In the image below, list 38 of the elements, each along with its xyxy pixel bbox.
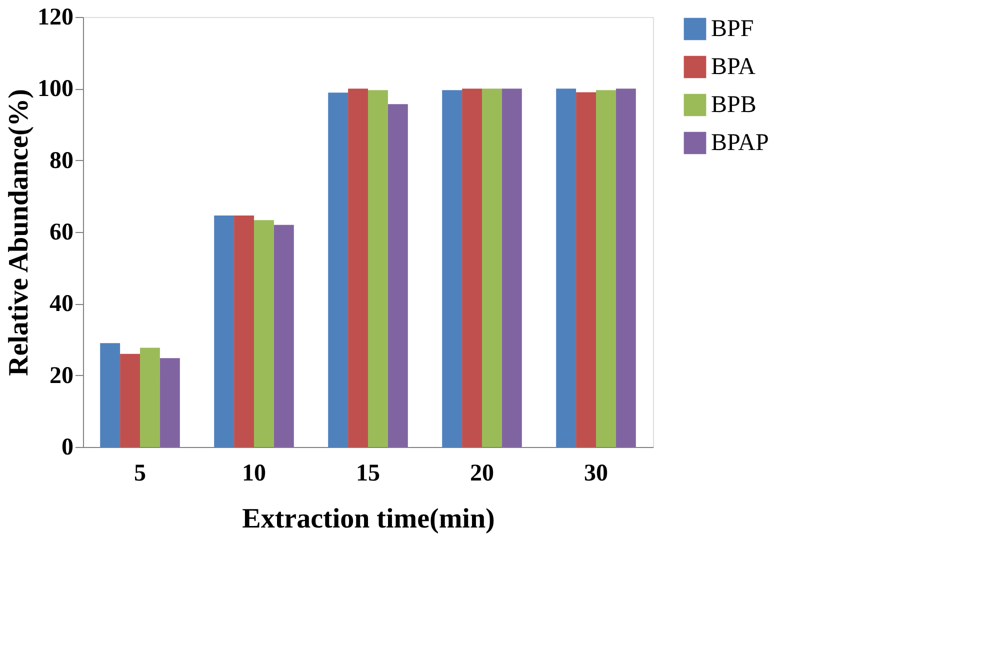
bar [388,104,408,447]
x-tick-label: 10 [242,460,266,486]
bar [576,92,596,447]
y-tick-label: 0 [62,434,74,460]
bar [482,88,502,447]
y-tick-label: 100 [38,76,74,102]
legend-label: BPB [711,92,756,118]
bar [274,224,294,447]
bar [442,90,462,447]
bar [234,216,254,447]
y-tick-label: 20 [50,362,74,389]
x-tick-label: 5 [134,460,146,486]
legend-label: BPF [711,16,754,42]
bar [214,216,234,447]
bar [556,88,576,447]
y-axis-title: Relative Abundance(%) [4,89,34,376]
bar [328,92,348,447]
legend-label: BPAP [711,130,769,156]
bar [348,88,368,447]
bar [368,90,388,447]
x-tick-label: 20 [470,460,494,486]
y-tick-label: 60 [50,220,74,246]
bar [596,90,616,447]
y-tick-label: 80 [50,148,74,174]
x-axis-title: Extraction time(min) [242,504,495,534]
y-tick-label: 40 [50,291,74,318]
y-tick-label: 120 [38,4,74,30]
bar [160,358,180,447]
bar [254,220,274,447]
x-tick-label: 15 [356,460,380,486]
bar [502,88,522,447]
bar [616,88,636,447]
bar [120,354,140,447]
bar [100,343,120,447]
bar [140,348,160,447]
legend-label: BPA [711,54,756,80]
bar [462,88,482,447]
x-tick-label: 30 [584,460,608,486]
